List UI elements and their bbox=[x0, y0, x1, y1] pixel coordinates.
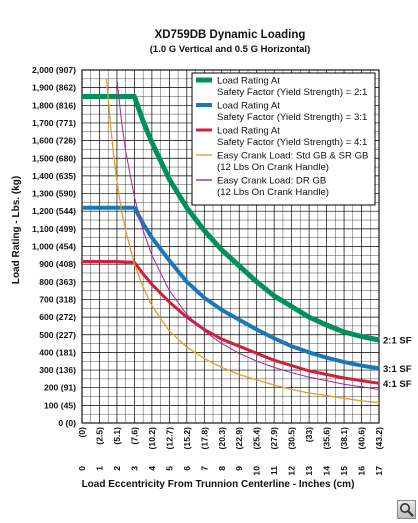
x-tick-inch: 3 bbox=[129, 466, 139, 471]
plot-border bbox=[81, 69, 380, 424]
y-tick-label: 100 (45) bbox=[44, 400, 76, 410]
x-tick-inch: 11 bbox=[269, 466, 279, 475]
x-tick-cm: (38.1) bbox=[339, 427, 349, 450]
y-tick-label: 0 (0) bbox=[58, 418, 76, 428]
x-tick-inch: 5 bbox=[164, 466, 174, 471]
series-end-label-1: 2:1 SF bbox=[383, 336, 412, 347]
legend-box bbox=[191, 72, 376, 206]
y-tick-label: 1,900 (862) bbox=[32, 83, 76, 93]
x-tick-inch: 6 bbox=[182, 466, 192, 471]
y-tick-label: 2,000 (907) bbox=[32, 65, 76, 75]
legend-label-4-2: (12 Lbs On Crank Handle) bbox=[217, 162, 329, 173]
series-line-2 bbox=[82, 205, 380, 371]
series-end-labels: 2:1 SF 3:1 SF 4:1 SF bbox=[383, 336, 412, 390]
x-tick-inch: 15 bbox=[339, 466, 349, 476]
x-tick-cm: (2.5) bbox=[94, 427, 104, 445]
y-tick-label: 1,800 (816) bbox=[32, 100, 76, 110]
x-tick-inch: 16 bbox=[357, 466, 367, 476]
x-tick-inch: 12 bbox=[287, 466, 297, 476]
x-tick-cm: (17.8) bbox=[199, 427, 209, 450]
x-tick-cm: (35.6) bbox=[322, 427, 332, 450]
legend-label-4-1: Easy Crank Load: Std GB & SR GB bbox=[217, 151, 368, 162]
legend-label-3-1: Load Rating At bbox=[217, 126, 280, 137]
x-tick-inch: 2 bbox=[112, 466, 122, 471]
x-axis-label: Load Eccentricity From Trunnion Centerli… bbox=[82, 479, 355, 490]
y-tick-labels: 2,000 (907) 1,900 (862) 1,800 (816) 1,700 (… bbox=[32, 65, 76, 428]
x-tick-cm: (33) bbox=[304, 427, 314, 442]
x-tick-cm: (12.7) bbox=[164, 427, 174, 450]
zoom-button[interactable] bbox=[397, 500, 416, 519]
chart-title: XD759DB Dynamic Loading bbox=[155, 29, 306, 41]
y-tick-label: 700 (318) bbox=[39, 294, 76, 304]
x-tick-cm: (0) bbox=[77, 427, 87, 438]
y-tick-label: 1,200 (544) bbox=[32, 206, 76, 216]
x-tick-inch: 7 bbox=[199, 466, 209, 471]
y-tick-label: 1,300 (590) bbox=[32, 189, 76, 199]
x-tick-inch: 8 bbox=[217, 466, 227, 471]
series-line-4 bbox=[105, 78, 380, 404]
x-tick-labels: 0 (0) 1 (2.5) 2 (5.1) 3 (7.6) 4 (10.2) 5 (12.7) 6 (15… bbox=[77, 427, 384, 476]
series-layer bbox=[82, 78, 380, 404]
y-tick-label: 300 (136) bbox=[39, 365, 76, 375]
legend-label-5-2: (12 Lbs On Crank Handle) bbox=[217, 187, 329, 198]
magnifier-icon bbox=[400, 503, 414, 517]
x-tick-inch: 4 bbox=[147, 466, 157, 471]
legend-label-3-2: Safety Factor (Yield Strength) = 4:1 bbox=[217, 137, 367, 148]
x-tick-cm: (5.1) bbox=[112, 427, 122, 445]
x-tick-inch: 17 bbox=[374, 466, 384, 476]
series-end-label-2: 3:1 SF bbox=[383, 364, 412, 375]
legend-label-5-1: Easy Crank Load: DR GB bbox=[217, 176, 326, 187]
y-tick-label: 1,000 (454) bbox=[32, 242, 76, 252]
x-tick-cm: (22.9) bbox=[234, 427, 244, 450]
x-tick-cm: (27.9) bbox=[269, 427, 279, 450]
y-tick-label: 600 (272) bbox=[39, 312, 76, 322]
legend-label-1-2: Safety Factor (Yield Strength) = 2:1 bbox=[217, 87, 367, 98]
series-end-label-3: 4:1 SF bbox=[383, 379, 412, 390]
x-tick-cm: (25.4) bbox=[252, 427, 262, 450]
y-tick-label: 1,100 (499) bbox=[32, 224, 76, 234]
legend-label-2-1: Load Rating At bbox=[217, 101, 280, 112]
x-tick-inch: 14 bbox=[322, 466, 332, 476]
y-tick-label: 1,500 (680) bbox=[32, 153, 76, 163]
series-line-5 bbox=[116, 78, 380, 390]
x-tick-cm: (15.2) bbox=[182, 427, 192, 450]
y-tick-label: 900 (408) bbox=[39, 259, 76, 269]
x-tick-cm: (43.2) bbox=[374, 427, 384, 450]
x-tick-inch: 10 bbox=[252, 466, 262, 476]
y-tick-label: 500 (227) bbox=[39, 330, 76, 340]
legend-label-2-2: Safety Factor (Yield Strength) = 3:1 bbox=[217, 112, 367, 123]
x-tick-inch: 13 bbox=[304, 466, 314, 476]
x-tick-cm: (20.3) bbox=[217, 427, 227, 450]
y-tick-label: 800 (363) bbox=[39, 277, 76, 287]
y-axis-label: Load Rating - Lbs. (kg) bbox=[11, 176, 22, 284]
x-tick-cm: (40.6) bbox=[357, 427, 367, 450]
y-tick-label: 1,400 (635) bbox=[32, 171, 76, 181]
x-tick-cm: (30.5) bbox=[287, 427, 297, 450]
y-tick-label: 1,600 (726) bbox=[32, 136, 76, 146]
x-tick-cm: (7.6) bbox=[129, 427, 139, 445]
series-line-1 bbox=[82, 94, 380, 343]
y-tick-label: 1,700 (771) bbox=[32, 118, 76, 128]
x-tick-inch: 0 bbox=[77, 466, 87, 471]
x-tick-cm: (10.2) bbox=[147, 427, 157, 450]
y-tick-label: 400 (181) bbox=[39, 347, 76, 357]
chart-subtitle: (1.0 G Vertical and 0.5 G Horizontal) bbox=[150, 44, 311, 55]
x-tick-inch: 1 bbox=[94, 466, 104, 471]
legend-label-1-1: Load Rating At bbox=[217, 76, 280, 87]
x-tick-inch: 9 bbox=[234, 466, 244, 471]
y-tick-label: 200 (91) bbox=[44, 383, 76, 393]
